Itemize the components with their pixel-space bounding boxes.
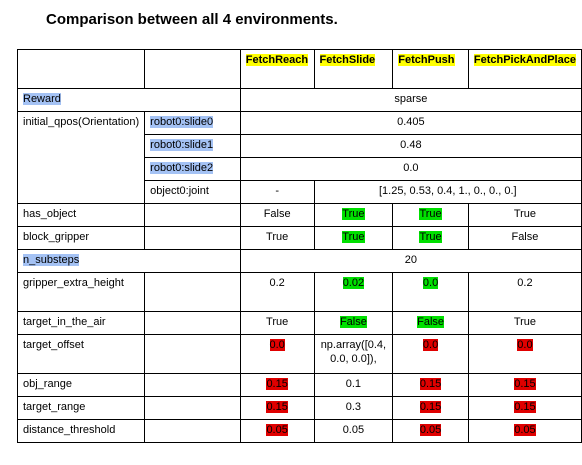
cell-value: 0.0 (392, 272, 469, 312)
cell-value: True (239, 311, 315, 335)
cell-value: 0.0 (239, 334, 315, 374)
cell-value: 0.1 (313, 373, 394, 397)
cell-value: [1.25, 0.53, 0.4, 1., 0., 0., 0.] (313, 180, 582, 204)
cell-value: 0.15 (392, 396, 469, 420)
table-row-has-object: has_object False True True True (16, 203, 582, 227)
table-row-distance-threshold: distance_threshold 0.05 0.05 0.05 0.05 (16, 419, 582, 443)
cell-value: 0.15 (467, 396, 582, 420)
cell-value: True (313, 226, 394, 250)
row-label: has_object (16, 203, 146, 227)
table-row-slide1: robot0:slide1 0.48 (18, 134, 582, 158)
empty-cell (144, 311, 241, 335)
empty-cell (144, 334, 241, 374)
empty-cell (144, 226, 241, 250)
row-label: gripper_extra_height (16, 272, 146, 312)
cell-value: 0.05 (392, 419, 469, 443)
cell-value: 0.0 (467, 334, 582, 374)
row-label: block_gripper (16, 226, 146, 250)
cell-value: True (239, 226, 315, 250)
column-header-fetchreach: FetchReach (239, 49, 315, 89)
cell-value: - (239, 180, 315, 204)
empty-cell (144, 419, 241, 443)
cell-value: 0.0 (239, 157, 582, 181)
cell-value: False (313, 311, 394, 335)
row-label: target_offset (16, 334, 146, 374)
cell-value: 0.2 (467, 272, 582, 312)
row-label: n_substeps (17, 249, 241, 273)
empty-header-cell (144, 49, 241, 89)
cell-value: 0.405 (239, 111, 582, 135)
cell-value: True (467, 203, 582, 227)
cell-value: True (392, 203, 469, 227)
cell-value: 0.0 (392, 334, 469, 374)
row-label: obj_range (16, 373, 146, 397)
empty-cell (144, 203, 241, 227)
table-row-slide2: robot0:slide2 0.0 (18, 157, 582, 181)
cell-value: 0.02 (313, 272, 394, 312)
row-label: distance_threshold (16, 419, 146, 443)
table-row-gripper-extra-height: gripper_extra_height 0.2 0.02 0.0 0.2 (16, 272, 582, 312)
cell-value: 20 (239, 249, 582, 273)
cell-value: 0.3 (313, 396, 394, 420)
cell-value: False (239, 203, 315, 227)
cell-value: np.array([0.4, 0.0, 0.0]), (313, 334, 394, 374)
table-row-slide0: initial_qpos(Orientation) robot0:slide0 … (16, 111, 582, 204)
comparison-table: FetchReach FetchSlide FetchPush FetchPic… (16, 49, 582, 443)
page-title: Comparison between all 4 environments. (46, 11, 338, 28)
sub-row-label: robot0:slide0 (144, 111, 241, 135)
cell-value: True (392, 226, 469, 250)
empty-header-cell (16, 49, 146, 89)
empty-cell (144, 272, 241, 312)
cell-value: True (313, 203, 394, 227)
cell-value: 0.48 (239, 134, 582, 158)
table-row-block-gripper: block_gripper True True True False (16, 226, 582, 250)
table-row-target-offset: target_offset 0.0 np.array([0.4, 0.0, 0.… (16, 334, 582, 374)
row-label: Reward (17, 88, 241, 112)
cell-value: False (392, 311, 469, 335)
cell-value: 0.05 (467, 419, 582, 443)
column-header-fetchpush: FetchPush (392, 49, 469, 89)
table-row-target-in-the-air: target_in_the_air True False False True (16, 311, 582, 335)
cell-value: 0.15 (239, 396, 315, 420)
cell-value: 0.05 (239, 419, 315, 443)
cell-value: 0.2 (239, 272, 315, 312)
sub-row-label: robot0:slide1 (144, 134, 241, 158)
cell-value: sparse (239, 88, 582, 112)
row-label: initial_qpos(Orientation) (16, 111, 146, 204)
cell-value: 0.05 (313, 419, 394, 443)
cell-value: 0.15 (392, 373, 469, 397)
column-header-fetchpickandplace: FetchPickAndPlace (467, 49, 582, 89)
row-label: target_range (16, 396, 146, 420)
table-row-n-substeps: n_substeps 20 (17, 249, 582, 273)
column-header-fetchslide: FetchSlide (313, 49, 394, 89)
cell-value: True (467, 311, 582, 335)
table-row-obj-range: obj_range 0.15 0.1 0.15 0.15 (16, 373, 582, 397)
empty-cell (144, 396, 241, 420)
empty-cell (144, 373, 241, 397)
table-row-target-range: target_range 0.15 0.3 0.15 0.15 (16, 396, 582, 420)
sub-row-label: object0:joint (144, 180, 241, 204)
cell-value: 0.15 (467, 373, 582, 397)
table-row-reward: Reward sparse (17, 88, 582, 112)
cell-value: False (467, 226, 582, 250)
sub-row-label: robot0:slide2 (144, 157, 241, 181)
row-label: target_in_the_air (16, 311, 146, 335)
table-header-row: FetchReach FetchSlide FetchPush FetchPic… (16, 49, 582, 89)
cell-value: 0.15 (239, 373, 315, 397)
